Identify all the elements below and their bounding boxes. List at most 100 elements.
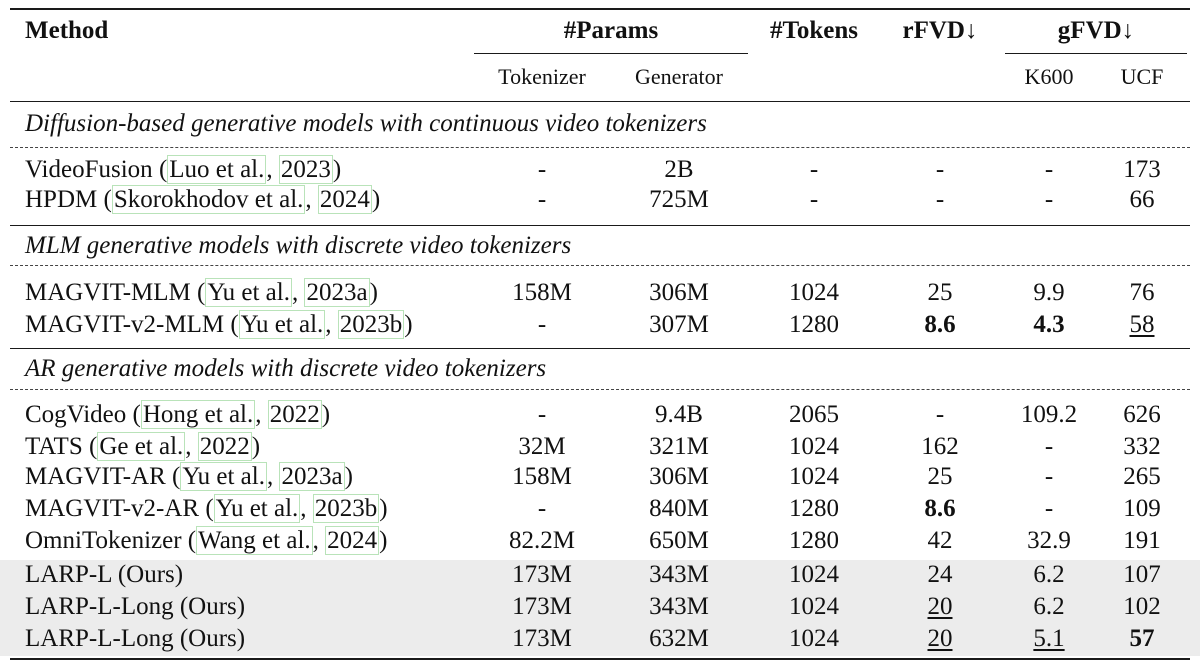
tokens-cell: 1024: [789, 279, 839, 306]
subheader-k600: K600: [1024, 64, 1074, 89]
citation-year-link[interactable]: 2022: [197, 432, 252, 461]
ucf-cell: 191: [1123, 527, 1161, 554]
method-name: MAGVIT-v2-MLM: [25, 311, 225, 338]
ucf-cell: 66: [1129, 186, 1155, 213]
citation-authors-link[interactable]: Luo et al.: [167, 155, 267, 184]
tokens-cell: 1280: [789, 527, 839, 554]
section-title: Diffusion-based generative models with c…: [25, 110, 707, 137]
tokenizer-cell: 173M: [512, 561, 572, 588]
method-name: HPDM: [25, 186, 98, 213]
tokenizer-cell: -: [537, 401, 547, 428]
ucf-cell: 102: [1123, 593, 1161, 620]
method-cell: MAGVIT-MLM (Yu et al., 2023a): [25, 278, 378, 307]
rfvd-cell: 162: [921, 433, 959, 460]
method-cell: OmniTokenizer (Wang et al., 2024): [25, 526, 388, 555]
header-tokens: #Tokens: [769, 17, 859, 44]
subheader-ucf: UCF: [1120, 64, 1164, 89]
citation-year-link[interactable]: 2024: [325, 526, 380, 555]
subheader-generator: Generator: [635, 64, 723, 89]
citation-authors-link[interactable]: Yu et al.: [213, 494, 301, 523]
citation-year-link[interactable]: 2024: [317, 185, 372, 214]
tokens-cell: 1024: [789, 561, 839, 588]
ucf-cell: 107: [1123, 561, 1161, 588]
tokenizer-cell: 158M: [512, 279, 572, 306]
section2-end-rule: [10, 348, 1190, 349]
method-cell: CogVideo (Hong et al., 2022): [25, 400, 331, 429]
citation-year-link[interactable]: 2023b: [337, 310, 405, 339]
top-rule: [10, 8, 1190, 10]
k600-cell: -: [1044, 156, 1054, 183]
generator-cell: 306M: [649, 279, 709, 306]
tokenizer-cell: 82.2M: [509, 527, 575, 554]
header-rfvd: rFVD↓: [902, 17, 978, 44]
tokens-cell: -: [809, 156, 819, 183]
bottom-rule: [10, 658, 1190, 660]
method-cell: MAGVIT-AR (Yu et al., 2023a): [25, 462, 353, 491]
generator-cell: 650M: [649, 527, 709, 554]
generator-cell: 321M: [649, 433, 709, 460]
method-cell: MAGVIT-v2-MLM (Yu et al., 2023b): [25, 310, 413, 339]
tokens-cell: 1024: [789, 433, 839, 460]
citation-authors-link[interactable]: Hong et al.: [140, 400, 256, 429]
tokenizer-cell: 173M: [512, 593, 572, 620]
citation-year-link[interactable]: 2023a: [279, 462, 345, 491]
rfvd-cell: 24: [927, 561, 953, 588]
rfvd-cell: 20: [927, 593, 953, 620]
tokens-cell: 1024: [789, 463, 839, 490]
tokens-cell: 1024: [789, 625, 839, 652]
k600-cell: -: [1044, 495, 1054, 522]
tokenizer-cell: -: [537, 156, 547, 183]
citation-year-link[interactable]: 2022: [267, 400, 322, 429]
method-name: MAGVIT-MLM: [25, 279, 191, 306]
citation-year-link[interactable]: 2023a: [304, 278, 370, 307]
method-name: MAGVIT-AR: [25, 463, 166, 490]
ucf-cell: 76: [1129, 279, 1155, 306]
citation-authors-link[interactable]: Yu et al.: [238, 310, 326, 339]
citation-year-link[interactable]: 2023b: [312, 494, 380, 523]
rfvd-cell: 8.6: [924, 495, 956, 522]
method-cell: MAGVIT-v2-AR (Yu et al., 2023b): [25, 494, 388, 523]
citation-authors-link[interactable]: Yu et al.: [205, 278, 292, 307]
k600-cell: 9.9: [1033, 279, 1065, 306]
method-name: VideoFusion: [25, 156, 153, 183]
tokenizer-cell: 32M: [518, 433, 566, 460]
rfvd-cell: 20: [927, 625, 953, 652]
citation-authors-link[interactable]: Ge et al.: [97, 432, 186, 461]
generator-cell: 343M: [649, 561, 709, 588]
tokens-cell: -: [809, 186, 819, 213]
method-cell: VideoFusion (Luo et al., 2023): [25, 155, 342, 184]
k600-cell: 6.2: [1033, 561, 1065, 588]
tokens-cell: 1280: [789, 311, 839, 338]
rfvd-cell: -: [935, 186, 945, 213]
ucf-cell: 332: [1123, 433, 1161, 460]
k600-cell: -: [1044, 463, 1054, 490]
k600-cell: -: [1044, 433, 1054, 460]
section1-dash: [10, 147, 1190, 148]
k600-cell: -: [1044, 186, 1054, 213]
method-cell: TATS (Ge et al., 2022): [25, 432, 261, 461]
citation-authors-link[interactable]: Skorokhodov et al.: [111, 185, 306, 214]
tokens-cell: 1024: [789, 593, 839, 620]
method-cell: LARP-L-Long (Ours): [25, 624, 245, 654]
header-gfvd: gFVD↓: [1057, 17, 1135, 44]
citation-authors-link[interactable]: Yu et al.: [180, 462, 267, 491]
method-cell: HPDM (Skorokhodov et al., 2024): [25, 185, 381, 214]
generator-cell: 343M: [649, 593, 709, 620]
section-title: AR generative models with discrete video…: [25, 355, 547, 382]
method-name: TATS: [25, 433, 83, 460]
k600-cell: 32.9: [1027, 527, 1071, 554]
tokenizer-cell: 173M: [512, 625, 572, 652]
rfvd-cell: -: [935, 401, 945, 428]
tokenizer-cell: -: [537, 311, 547, 338]
ucf-cell: 58: [1129, 311, 1155, 338]
section2-dash: [10, 265, 1190, 266]
citation-authors-link[interactable]: Wang et al.: [196, 526, 313, 555]
section-title: MLM generative models with discrete vide…: [25, 232, 572, 259]
ucf-cell: 265: [1123, 463, 1161, 490]
header-rule: [10, 101, 1190, 102]
generator-cell: 9.4B: [655, 401, 703, 428]
generator-cell: 307M: [649, 311, 709, 338]
rfvd-cell: 42: [927, 527, 953, 554]
citation-year-link[interactable]: 2023: [278, 155, 333, 184]
method-name: LARP-L (Ours): [25, 561, 184, 588]
